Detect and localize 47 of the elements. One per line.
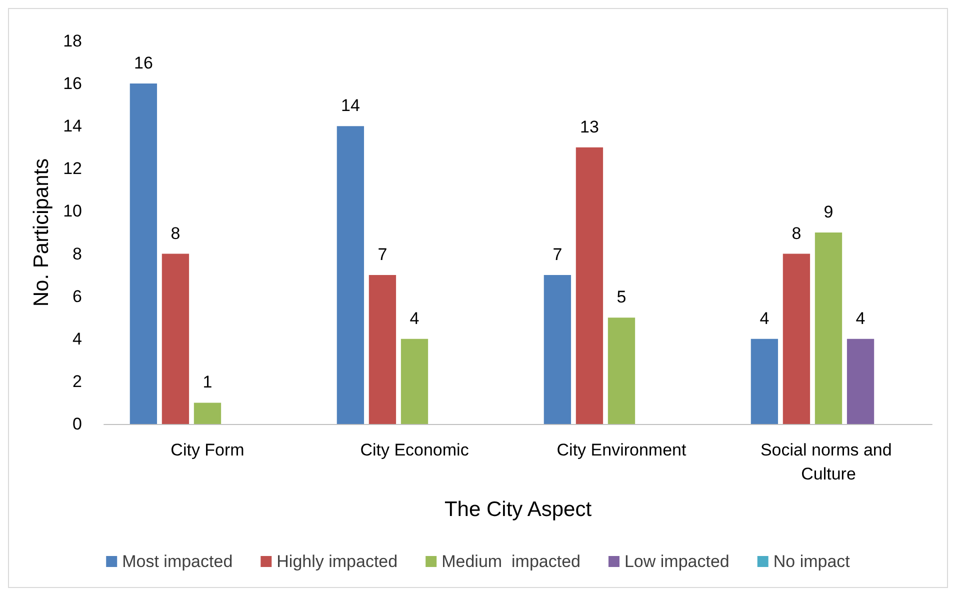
bar xyxy=(162,254,190,424)
bar xyxy=(336,126,364,424)
bar xyxy=(130,84,158,424)
bar xyxy=(544,275,572,424)
data-label: 4 xyxy=(856,308,866,328)
data-label: 4 xyxy=(760,308,770,328)
x-tick-label: City Form xyxy=(170,440,244,460)
x-tick-label: City Environment xyxy=(556,440,686,460)
y-tick-label: 16 xyxy=(63,74,82,94)
y-tick-label: 2 xyxy=(72,372,82,391)
data-label: 1 xyxy=(202,372,212,392)
y-tick-label: 10 xyxy=(63,202,82,221)
data-label: 13 xyxy=(580,117,599,136)
data-label: 8 xyxy=(792,224,802,243)
legend-label: Medium impacted xyxy=(442,552,580,571)
legend-label: Most impacted xyxy=(122,552,233,571)
bar xyxy=(368,275,396,424)
legend-label: Highly impacted xyxy=(276,552,398,571)
data-label: 7 xyxy=(552,245,562,264)
y-tick-label: 12 xyxy=(63,159,82,178)
data-label: 5 xyxy=(616,288,626,307)
x-axis-title: The City Aspect xyxy=(444,498,592,521)
data-label: 7 xyxy=(378,245,388,264)
bar xyxy=(750,338,778,424)
y-tick-label: 0 xyxy=(72,414,82,434)
y-tick-label: 14 xyxy=(63,116,82,136)
y-tick-label: 6 xyxy=(72,286,82,306)
bar xyxy=(814,232,842,424)
legend-label: No impact xyxy=(773,552,850,571)
bar xyxy=(400,338,428,424)
data-label: 9 xyxy=(824,202,834,222)
data-label: 16 xyxy=(134,54,153,73)
data-label: 14 xyxy=(340,96,360,116)
bar xyxy=(194,402,222,424)
data-label: 4 xyxy=(410,308,420,328)
bar xyxy=(576,147,604,424)
bar xyxy=(782,254,810,424)
y-tick-label: 4 xyxy=(72,329,82,348)
x-tick-label: Social norms and Culture xyxy=(760,440,897,484)
x-tick-label: City Economic xyxy=(360,440,470,460)
legend-label: Low impacted xyxy=(624,552,730,571)
data-label: 8 xyxy=(170,224,180,243)
bar xyxy=(846,338,874,424)
y-tick-label: 18 xyxy=(63,32,82,50)
y-tick-label: 8 xyxy=(72,244,82,264)
y-axis-title: No. Participants xyxy=(30,158,53,307)
bar xyxy=(608,318,636,424)
